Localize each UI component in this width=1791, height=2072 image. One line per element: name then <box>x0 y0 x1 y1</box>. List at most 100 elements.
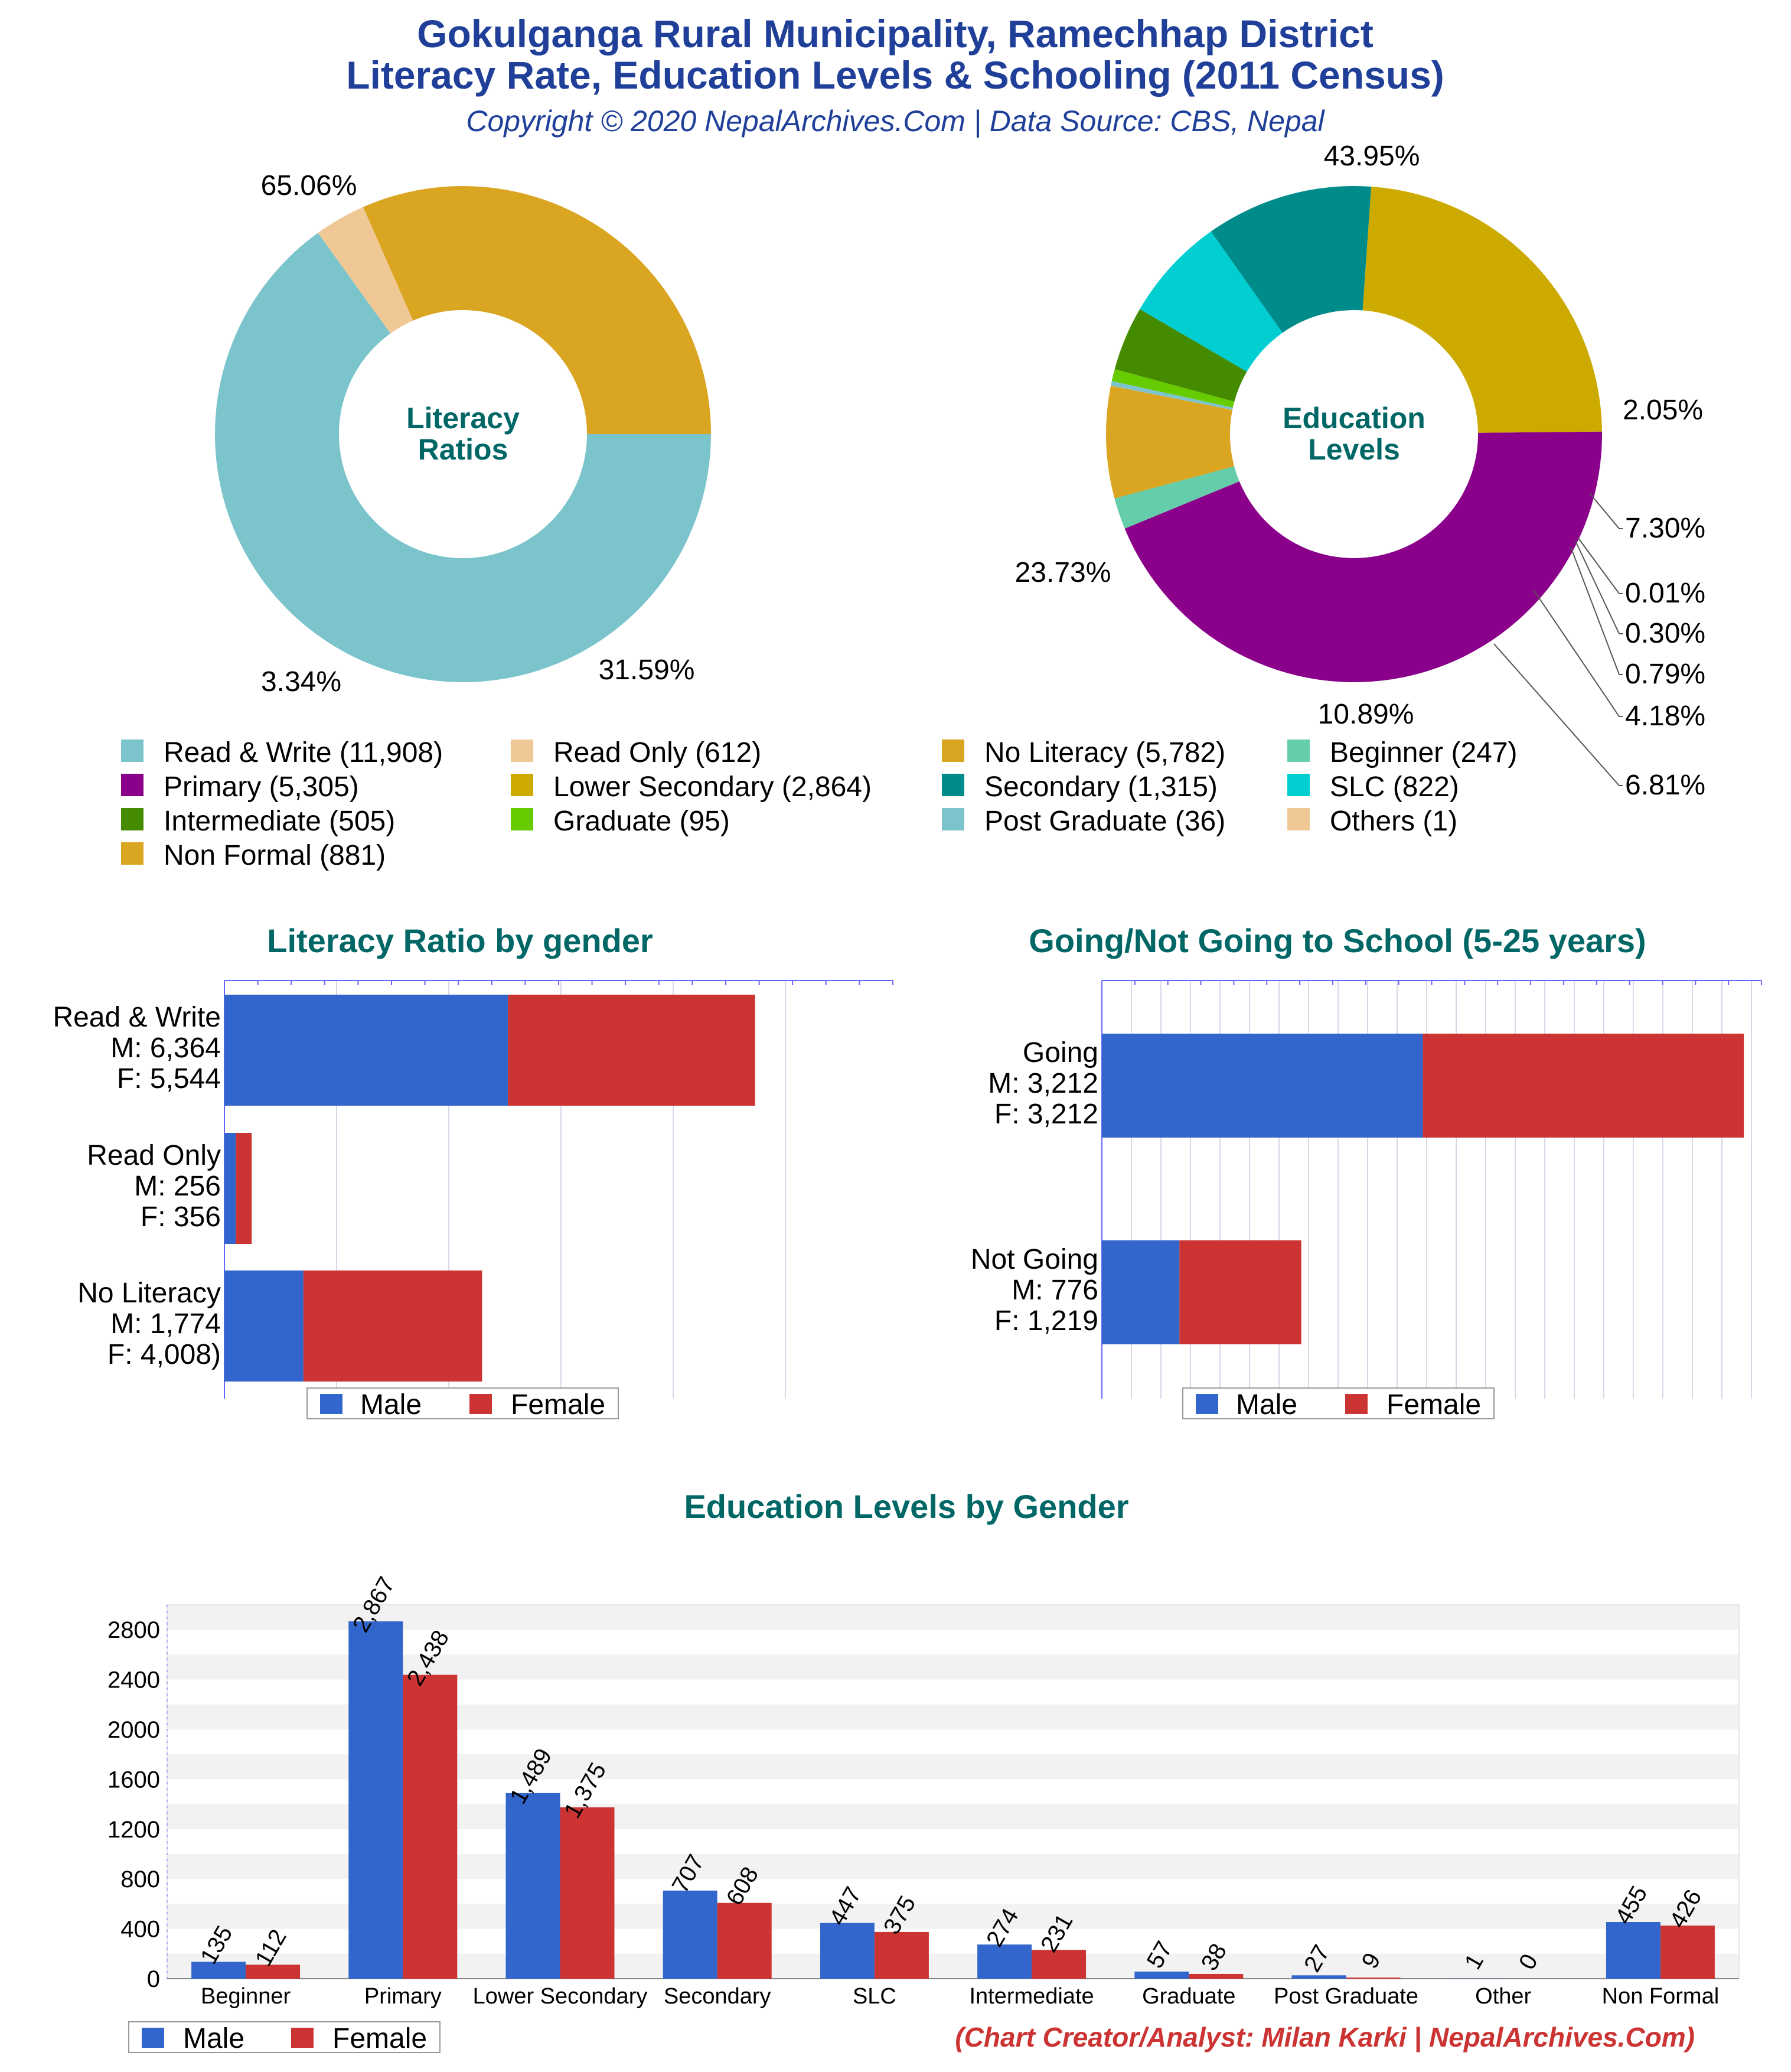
percent-label-2: 31.59% <box>599 654 695 686</box>
x-tick-label: Intermediate <box>969 1984 1094 2009</box>
category-label: M: 6,364 <box>110 1032 221 1064</box>
bar-female <box>560 1807 615 1979</box>
education-levels-center-line-2: Levels <box>1308 433 1400 466</box>
legend-item-label: Read & Write (11,908) <box>164 737 443 768</box>
bar-female <box>717 1902 772 1979</box>
title-line-1: Gokulganga Rural Municipality, Ramechhap… <box>417 12 1374 56</box>
bar-male <box>224 1270 304 1382</box>
x-tick-label: SLC <box>853 1984 896 2009</box>
literacy-ratios-percent-labels: 65.06% 3.34% 31.59% <box>261 170 695 698</box>
slice-read-write <box>215 233 712 682</box>
percent-label-9: 23.73% <box>1015 557 1111 588</box>
subtitle: Copyright © 2020 NepalArchives.Com | Dat… <box>466 105 1325 138</box>
bar-male <box>224 1133 236 1244</box>
x-tick-label: Post Graduate <box>1274 1984 1418 2009</box>
school-going-title: Going/Not Going to School (5-25 years) <box>1029 922 1646 959</box>
category-label: Not Going <box>971 1244 1098 1275</box>
bar-female <box>246 1965 301 1979</box>
bar-male <box>1134 1971 1189 1979</box>
legend-swatch <box>511 774 533 796</box>
legend-item-label: Read Only (612) <box>553 737 761 768</box>
y-tick-label: 800 <box>120 1866 160 1892</box>
x-tick-label: Other <box>1475 1984 1531 2009</box>
legend-item-label: Post Graduate (36) <box>984 806 1225 837</box>
percent-label-4: 0.30% <box>1625 618 1705 649</box>
slice-post-graduate <box>1111 381 1233 410</box>
percent-label-1: 2.05% <box>1623 395 1703 426</box>
legend-swatch-female <box>469 1394 492 1414</box>
legend-swatch <box>1287 774 1310 796</box>
literacy-by-gender-title: Literacy Ratio by gender <box>267 922 653 959</box>
education-levels-percent-labels: 43.95% 2.05% 7.30% 0.01% 0.30% 0.79% 4.18% 6.81… <box>1015 141 1706 801</box>
x-tick-label: Non Formal <box>1602 1984 1720 2009</box>
legend-label-male: Male <box>360 1389 422 1421</box>
legend-swatch <box>121 739 143 762</box>
slice-beginner <box>1114 466 1239 529</box>
category-label: M: 1,774 <box>110 1308 221 1340</box>
y-tick-label: 1600 <box>107 1767 160 1793</box>
bar-male <box>1291 1975 1346 1979</box>
category-label: F: 1,219 <box>994 1305 1098 1337</box>
y-tick-label: 0 <box>147 1966 160 1992</box>
bar-male <box>1606 1921 1660 1979</box>
education-by-gender-title: Education Levels by Gender <box>684 1488 1128 1525</box>
y-tick-label: 400 <box>120 1917 160 1943</box>
bar-female <box>1346 1977 1401 1979</box>
legend-swatch-male <box>1196 1394 1218 1414</box>
slice-others <box>1111 385 1233 411</box>
category-label: Going <box>1023 1037 1098 1068</box>
slice-secondary <box>1211 186 1372 333</box>
legend-swatch <box>942 774 964 796</box>
slice-no-literacy <box>363 185 711 434</box>
legend-swatch-female <box>291 2028 314 2048</box>
x-tick-label: Secondary <box>664 1984 771 2009</box>
bar-female <box>1423 1034 1744 1138</box>
legend-swatch-male <box>142 2028 164 2048</box>
pie-legend: Read & Write (11,908) Read Only (612) No L… <box>121 737 1518 871</box>
leader-line-7 <box>1493 643 1623 786</box>
category-label: Read Only <box>87 1140 221 1171</box>
legend-box <box>1182 1387 1495 1419</box>
bar-male <box>224 995 508 1106</box>
education-levels-donut <box>1106 186 1602 683</box>
bar-male <box>1102 1240 1180 1344</box>
percent-label-6: 4.18% <box>1625 701 1705 732</box>
x-tick-label: Graduate <box>1142 1984 1235 2009</box>
legend-swatch-male <box>320 1394 342 1414</box>
category-label: F: 5,544 <box>117 1063 221 1094</box>
bar-female <box>303 1270 482 1382</box>
bar-male <box>505 1793 560 1979</box>
percent-label-0: 65.06% <box>261 170 357 201</box>
x-tick-label: Beginner <box>201 1984 291 2009</box>
legend-label-male: Male <box>1236 1389 1297 1421</box>
legend-swatch <box>511 739 533 762</box>
legend-swatch <box>1287 739 1310 762</box>
literacy-ratios-donut <box>215 185 712 682</box>
percent-label-3: 0.01% <box>1625 578 1705 609</box>
bar-male <box>820 1923 875 1979</box>
leader-line-3 <box>1577 537 1623 594</box>
bar-female <box>403 1674 458 1979</box>
legend-swatch <box>942 739 964 762</box>
literacy-ratios-center-line-1: Literacy <box>406 402 520 435</box>
legend-label-female: Female <box>511 1389 605 1421</box>
category-label: F: 4,008) <box>107 1339 221 1370</box>
legend-item-label: SLC (822) <box>1330 771 1459 803</box>
legend-item-label: Graduate (95) <box>553 806 730 837</box>
legend-swatch <box>511 808 533 830</box>
legend-swatch <box>942 808 964 830</box>
slice-non-formal <box>1106 386 1235 499</box>
slice-lower-secondary <box>1362 187 1602 433</box>
creator-credit: (Chart Creator/Analyst: Milan Karki | Ne… <box>955 2022 1695 2053</box>
y-tick-label: 2400 <box>107 1667 160 1693</box>
bar-female <box>1660 1926 1715 1979</box>
slice-read-only <box>318 207 413 334</box>
percent-label-5: 0.79% <box>1625 659 1705 690</box>
percent-label-7: 6.81% <box>1625 770 1705 801</box>
legend-item-label: Non Formal (881) <box>164 840 386 871</box>
legend-item-label: Secondary (1,315) <box>984 771 1218 803</box>
legend-swatch <box>121 808 143 830</box>
